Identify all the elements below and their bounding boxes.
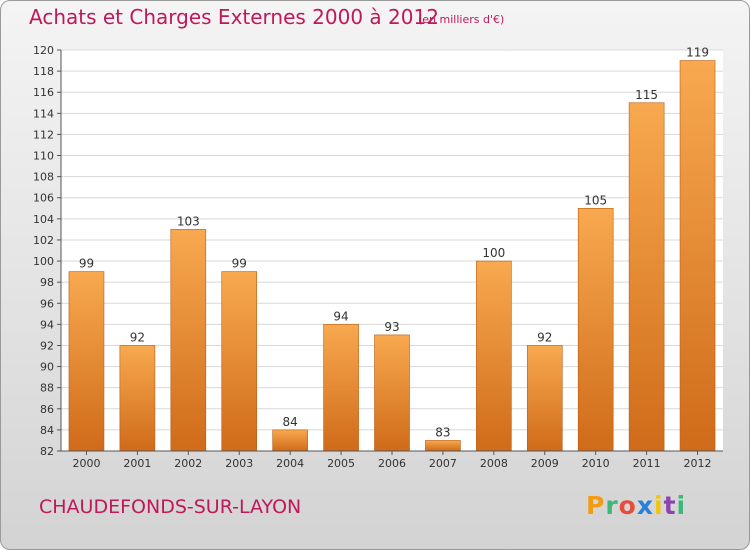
y-tick-label: 106	[33, 192, 54, 205]
y-tick-label: 82	[40, 445, 54, 458]
data-label: 92	[537, 330, 552, 344]
bar	[68, 271, 105, 452]
logo-letter: i	[654, 491, 664, 520]
x-tick-label: 2007	[429, 457, 457, 470]
data-label: 103	[177, 214, 200, 228]
data-label: 100	[482, 246, 505, 260]
y-tick-label: 98	[40, 276, 54, 289]
bar	[374, 334, 410, 452]
data-label: 105	[584, 193, 607, 207]
bar	[170, 229, 207, 452]
y-tick-label: 118	[33, 65, 54, 78]
x-tick-label: 2002	[174, 457, 202, 470]
x-tick-label: 2012	[684, 457, 712, 470]
bar	[526, 345, 563, 452]
x-tick-label: 2006	[378, 457, 406, 470]
bar	[119, 345, 156, 452]
chart-unit: (en milliers d'€)	[418, 13, 505, 26]
y-tick-label: 102	[33, 234, 54, 247]
x-tick-label: 2000	[72, 457, 100, 470]
y-tick-label: 116	[33, 86, 54, 99]
bar	[272, 429, 308, 452]
x-tick-label: 2009	[531, 457, 559, 470]
proxiti-logo: Proxiti	[586, 491, 686, 520]
logo-letter: r	[605, 491, 619, 520]
logo-letter: x	[636, 491, 654, 520]
x-tick-label: 2010	[582, 457, 610, 470]
data-label: 94	[333, 309, 348, 323]
y-tick-label: 96	[40, 297, 54, 310]
x-tick-label: 2011	[633, 457, 661, 470]
y-tick-label: 110	[33, 150, 54, 163]
x-tick-label: 2008	[480, 457, 508, 470]
data-label: 83	[435, 425, 450, 439]
data-label: 99	[232, 257, 247, 271]
y-tick-label: 92	[40, 339, 54, 352]
y-tick-label: 94	[40, 318, 54, 331]
logo-letter: i	[676, 491, 687, 520]
bar	[425, 440, 461, 452]
commune-name: CHAUDEFONDS-SUR-LAYON	[39, 496, 302, 518]
bar	[628, 102, 665, 452]
y-tick-label: 112	[33, 128, 54, 141]
bar	[221, 271, 258, 452]
logo-letter: o	[618, 491, 637, 520]
data-label: 84	[283, 415, 298, 429]
bar	[679, 60, 716, 452]
logo-letter: t	[663, 491, 677, 520]
data-label: 119	[686, 46, 709, 60]
y-tick-label: 100	[33, 255, 54, 268]
y-tick-label: 114	[33, 107, 54, 120]
y-tick-label: 88	[40, 382, 54, 395]
bar	[323, 324, 359, 452]
data-label: 93	[384, 320, 399, 334]
y-tick-label: 120	[33, 44, 54, 57]
x-tick-label: 2001	[123, 457, 151, 470]
x-tick-label: 2004	[276, 457, 304, 470]
bar	[577, 207, 614, 452]
y-tick-label: 84	[40, 424, 54, 437]
x-tick-label: 2003	[225, 457, 253, 470]
x-tick-label: 2005	[327, 457, 355, 470]
y-tick-label: 108	[33, 171, 54, 184]
y-tick-label: 90	[40, 361, 54, 374]
y-tick-label: 104	[33, 213, 54, 226]
bar	[476, 260, 512, 452]
chart-title: Achats et Charges Externes 2000 à 2012	[29, 5, 439, 29]
data-label: 99	[79, 257, 94, 271]
logo-letter: P	[586, 491, 606, 520]
data-label: 92	[130, 330, 145, 344]
y-tick-label: 86	[40, 403, 54, 416]
data-label: 115	[635, 88, 658, 102]
